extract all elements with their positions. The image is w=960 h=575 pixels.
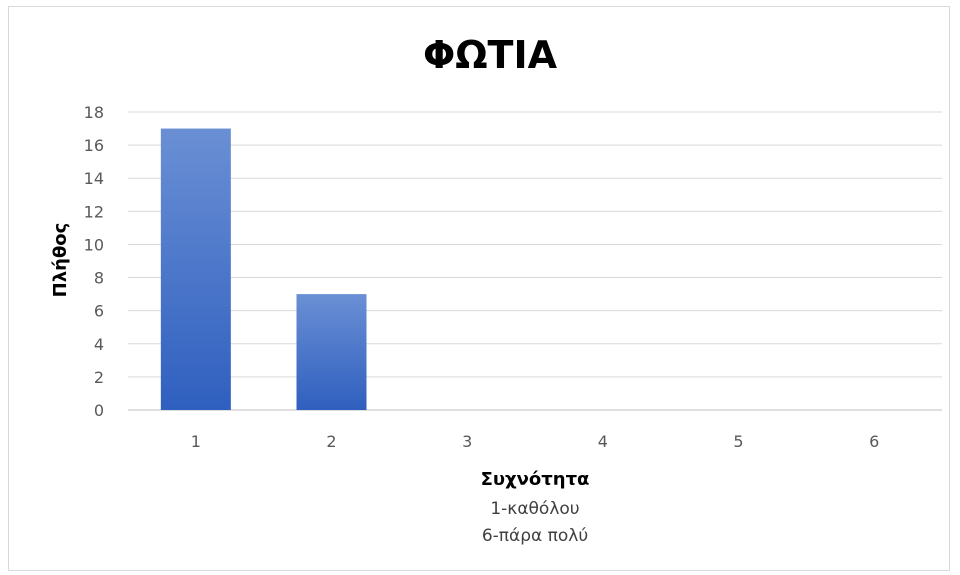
y-tick-label: 2 [94,368,104,387]
x-tick-label: 6 [869,432,879,451]
x-tick-label: 5 [733,432,743,451]
bar-2 [296,294,367,410]
x-axis-subtitle-line-1: 1-καθόλου [490,499,579,519]
y-tick-label: 8 [94,269,104,288]
gridlines [128,111,942,411]
bar-1 [160,128,231,411]
y-tick-label: 12 [84,202,104,221]
y-tick-label: 6 [94,302,104,321]
x-axis-title: Συχνότητα [481,469,590,490]
chart-title: ΦΩΤΙΑ [423,33,558,77]
y-tick-label: 10 [84,235,104,254]
y-tick-label: 18 [84,103,104,122]
y-tick-label: 16 [84,136,104,155]
x-tick-label: 2 [326,432,336,451]
bars [160,128,367,411]
x-tick-label: 4 [598,432,608,451]
x-tick-labels: 1 2 3 4 5 6 [191,432,880,451]
y-tick-labels: 0 2 4 6 8 10 12 14 16 18 [84,103,104,420]
x-tick-label: 3 [462,432,472,451]
x-axis-subtitle-line-2: 6-πάρα πολύ [482,526,588,546]
y-axis-title: Πλήθος [50,223,71,298]
y-tick-label: 14 [84,169,104,188]
y-tick-label: 4 [94,335,104,354]
x-tick-label: 1 [191,432,201,451]
y-tick-label: 0 [94,401,104,420]
